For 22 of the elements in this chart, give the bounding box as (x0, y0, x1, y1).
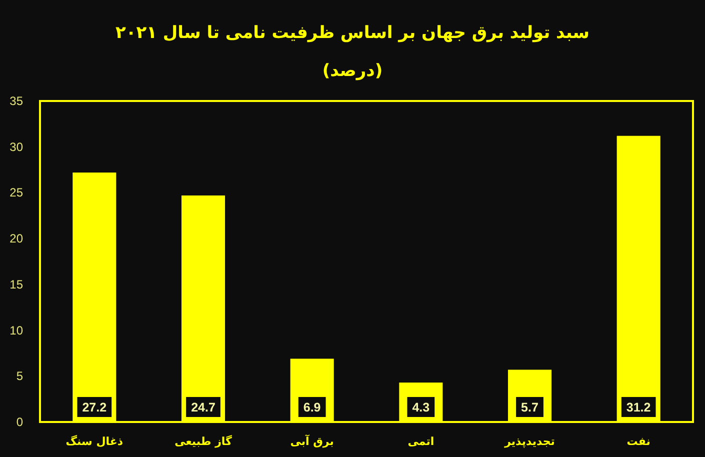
data-label: 24.7 (191, 400, 216, 414)
data-label: 6.9 (303, 400, 321, 414)
x-tick-label: اتمی (408, 435, 434, 448)
y-tick-label: 25 (10, 186, 24, 200)
y-tick-label: 15 (10, 277, 24, 292)
data-label: 5.7 (521, 400, 538, 414)
y-tick-label: 30 (10, 140, 24, 154)
x-tick-label: گاز طبیعی (174, 435, 233, 448)
chart-subtitle: (درصد) (322, 61, 383, 81)
y-tick-label: 0 (16, 415, 24, 429)
data-label: 31.2 (626, 400, 651, 414)
x-tick-label: ذغال سنگ (66, 435, 124, 448)
data-label: 27.2 (82, 400, 107, 414)
y-tick-label: 20 (10, 232, 24, 246)
y-tick-label: 5 (16, 369, 24, 384)
y-tick-label: 10 (10, 323, 24, 338)
x-tick-label: برق آبی (290, 434, 334, 448)
chart-title: سبد تولید برق جهان بر اساس ظرفیت نامی تا سال ۲۰۲۱ (116, 23, 590, 43)
x-tick-label: تجدیدپذیر (504, 435, 555, 448)
y-tick-label: 35 (10, 94, 24, 108)
data-label: 4.3 (412, 400, 430, 414)
x-tick-label: نفت (626, 435, 650, 448)
